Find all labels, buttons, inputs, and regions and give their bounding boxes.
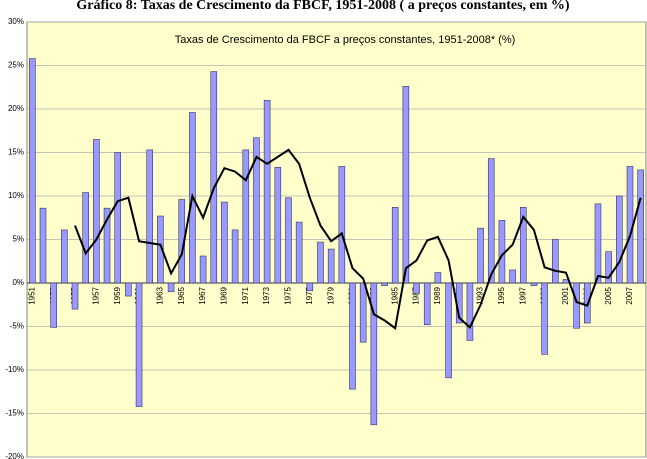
bar xyxy=(327,248,335,284)
bar xyxy=(498,220,506,284)
bar xyxy=(263,100,271,284)
x-tick-label: 1959 xyxy=(113,286,122,304)
x-tick-label: 1973 xyxy=(262,286,271,304)
bar xyxy=(199,255,207,284)
bar xyxy=(103,207,111,284)
y-tick-label: -15% xyxy=(5,409,24,418)
bar xyxy=(541,282,548,355)
bar xyxy=(295,221,303,284)
x-tick-label: 1995 xyxy=(497,286,506,304)
y-tick-label: -5% xyxy=(10,322,24,331)
bar xyxy=(71,282,79,310)
y-tick-label: 10% xyxy=(8,191,24,200)
x-tick-label: 1987 xyxy=(412,286,421,304)
x-tick-label: 2005 xyxy=(604,286,613,304)
bar xyxy=(242,149,250,284)
bar xyxy=(402,86,410,284)
x-tick-label: 1977 xyxy=(305,286,314,304)
y-tick-label: 0% xyxy=(12,278,24,287)
x-tick-label: 1963 xyxy=(156,286,165,304)
bar xyxy=(29,58,36,284)
y-tick-label: -20% xyxy=(5,452,24,459)
bar xyxy=(477,227,484,284)
bar xyxy=(370,282,378,426)
bar xyxy=(338,166,346,284)
bar xyxy=(50,282,57,328)
y-tick-label: 5% xyxy=(12,235,24,244)
y-tick-label: 30% xyxy=(8,17,24,26)
x-tick-label: 1969 xyxy=(220,286,229,304)
bar xyxy=(61,229,68,284)
x-tick-label: 1979 xyxy=(326,286,335,304)
bar xyxy=(445,282,452,379)
bar xyxy=(509,269,516,284)
bar xyxy=(573,282,580,329)
bar xyxy=(253,137,260,284)
bar xyxy=(551,239,559,284)
y-tick-label: 15% xyxy=(8,148,24,157)
x-tick-label: 1967 xyxy=(198,286,207,304)
y-tick-label: -10% xyxy=(5,365,24,374)
x-tick-label: 1997 xyxy=(518,286,527,304)
x-tick-label: 1985 xyxy=(390,286,399,304)
bar xyxy=(306,282,314,292)
bar xyxy=(519,207,527,284)
bar xyxy=(434,272,442,284)
y-tick-label: 20% xyxy=(8,104,24,113)
bar xyxy=(413,282,420,294)
bar xyxy=(530,282,538,286)
bar xyxy=(125,282,132,297)
x-tick-label: 1989 xyxy=(433,286,442,304)
x-tick-label: 1971 xyxy=(241,286,250,304)
bar xyxy=(359,282,367,343)
y-tick-label: 25% xyxy=(8,61,24,70)
trend-line xyxy=(74,148,642,330)
bar xyxy=(381,282,388,286)
bar xyxy=(210,71,218,284)
bar xyxy=(157,215,164,284)
bar xyxy=(82,192,89,284)
chart-subtitle: Taxas de Crescimento da FBCF a preços co… xyxy=(175,34,516,46)
bar xyxy=(391,207,399,284)
bar xyxy=(274,166,282,284)
bar xyxy=(221,201,228,284)
bar xyxy=(317,241,324,284)
x-tick-label: 1957 xyxy=(91,286,100,304)
bar xyxy=(135,282,143,407)
x-tick-label: 1975 xyxy=(284,286,293,304)
bar xyxy=(39,207,47,284)
bar xyxy=(167,282,175,292)
bar xyxy=(146,149,154,284)
x-tick-label: 2001 xyxy=(561,286,570,304)
bar xyxy=(114,152,122,284)
bar xyxy=(349,282,356,390)
x-tick-label: 1951 xyxy=(27,286,36,304)
x-tick-label: 2007 xyxy=(625,286,634,304)
bar xyxy=(616,195,623,284)
bar xyxy=(231,229,239,284)
bar xyxy=(626,166,634,284)
bar xyxy=(594,203,602,284)
x-tick-label: 1993 xyxy=(476,286,485,304)
bar xyxy=(423,282,431,326)
bar xyxy=(605,251,612,284)
bar xyxy=(487,158,495,284)
bar xyxy=(93,139,100,284)
bar xyxy=(285,197,292,284)
x-tick-label: 1965 xyxy=(177,286,186,304)
bar xyxy=(466,282,474,341)
bar xyxy=(637,169,644,284)
chart-title: Gráfico 8: Taxas de Crescimento da FBCF,… xyxy=(76,0,570,13)
